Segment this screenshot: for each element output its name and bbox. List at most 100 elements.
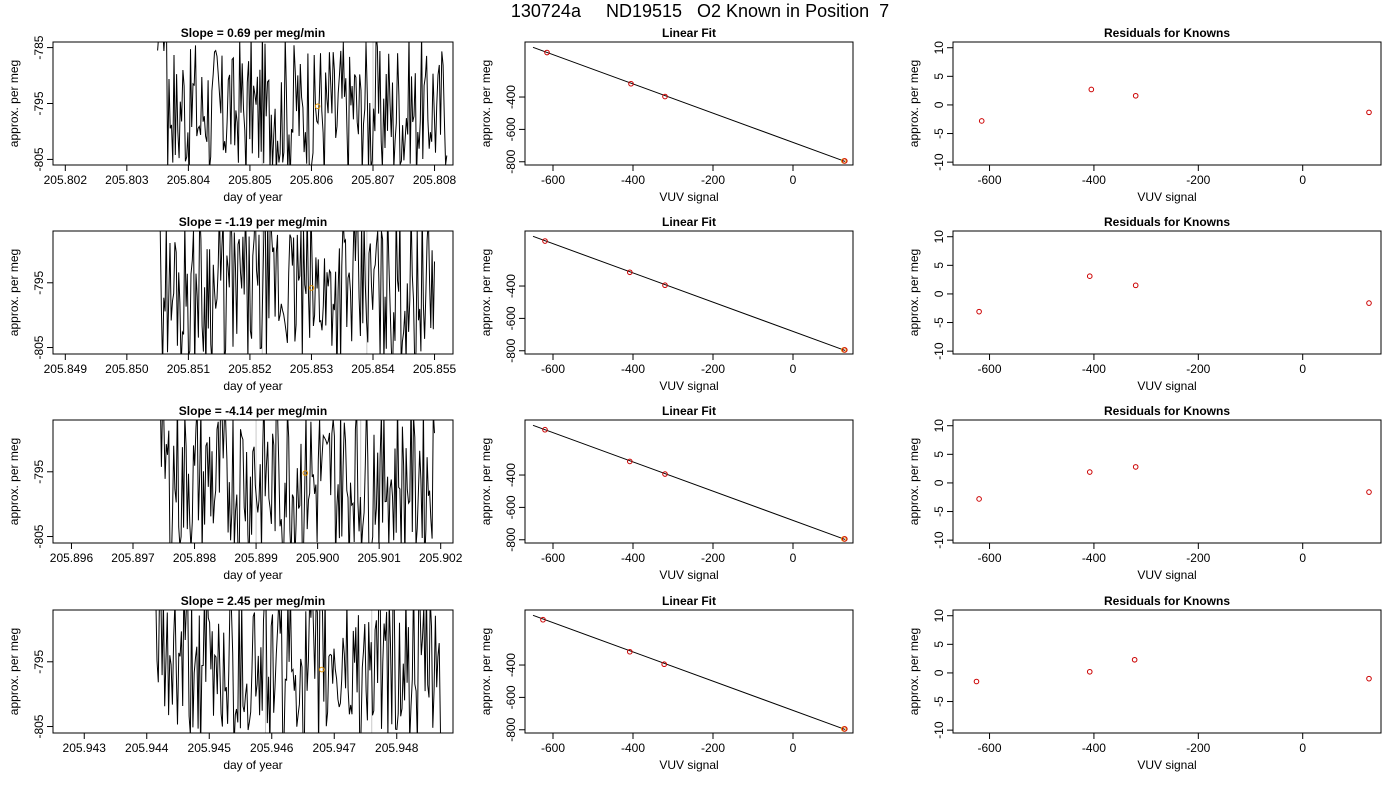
known-point [973, 678, 980, 685]
y-axis-label: approx. per meg [479, 438, 493, 525]
panel-title: Slope = -1.19 per meg/min [179, 215, 327, 229]
plot-area [157, 42, 448, 165]
x-axis-label: VUV signal [1137, 190, 1196, 204]
known-point [662, 282, 668, 289]
panel-4-residuals: Residuals for Knowns -600 -400 -200 0 -10 -5 0 5… [907, 594, 1382, 772]
x-axis-label: VUV signal [1137, 758, 1196, 772]
x-tick-label: 205.898 [173, 551, 217, 565]
x-axis-label: VUV signal [659, 758, 718, 772]
y-axis-label: approx. per meg [7, 249, 21, 336]
panel-title: Residuals for Knowns [1104, 404, 1230, 418]
plot-frame [524, 230, 854, 355]
y-tick-label: 5 [932, 641, 946, 648]
x-tick-label: 205.947 [313, 741, 357, 755]
x-tick-label: 205.900 [296, 551, 340, 565]
plot-area [160, 420, 435, 543]
mean-point [318, 666, 325, 673]
known-point [1132, 464, 1139, 470]
plot-area [532, 424, 848, 542]
x-tick-label: -600 [541, 362, 565, 376]
fit-line [532, 424, 846, 540]
x-tick-label: 205.948 [375, 741, 419, 755]
x-tick-label: -600 [541, 551, 565, 565]
known-point [1086, 273, 1093, 279]
x-tick-label: -200 [1186, 362, 1210, 376]
plot-frame [952, 609, 1382, 734]
y-axis-label: approx. per meg [7, 628, 21, 715]
y-axis-label: approx. per meg [907, 628, 921, 715]
y-axis-label: approx. per meg [907, 60, 921, 147]
y-tick-label: 0 [932, 669, 946, 676]
fit-line [532, 235, 846, 351]
x-tick-label: 0 [790, 551, 797, 565]
y-tick-label: -5 [932, 696, 946, 707]
y-tick-label: -400 [504, 274, 518, 298]
panel-title: Residuals for Knowns [1104, 26, 1230, 40]
x-tick-label: -200 [701, 173, 725, 187]
y-tick-label: -600 [504, 306, 518, 330]
x-axis-label: day of year [223, 758, 282, 772]
plot-frame [952, 230, 1382, 355]
y-tick-label: -5 [932, 128, 946, 139]
known-point [1366, 489, 1372, 495]
y-tick-label: -400 [504, 85, 518, 109]
x-tick-label: 205.808 [413, 173, 457, 187]
known-point [1366, 675, 1372, 682]
x-tick-label: -200 [701, 551, 725, 565]
x-axis-label: VUV signal [659, 379, 718, 393]
x-axis-label: VUV signal [659, 568, 718, 582]
plot-area [978, 86, 1372, 124]
x-tick-label: 205.806 [290, 173, 334, 187]
x-tick-label: 205.805 [228, 173, 272, 187]
plot-frame [52, 41, 454, 166]
y-tick-label: -805 [32, 147, 46, 171]
y-tick-label: 0 [932, 290, 946, 297]
panel-1-residuals: Residuals for Knowns -600 -400 -200 0 -10 -5 0 5… [907, 26, 1382, 204]
known-point [662, 93, 668, 100]
y-axis-label: approx. per meg [479, 60, 493, 147]
panel-2-timeseries: Slope = -1.19 per meg/min 205.849 205.850 2… [7, 215, 457, 393]
x-tick-label: -600 [978, 173, 1002, 187]
x-axis-label: VUV signal [1137, 379, 1196, 393]
known-point [627, 458, 633, 465]
y-tick-label: -795 [32, 270, 46, 294]
known-point [1131, 656, 1138, 663]
x-tick-label: 205.854 [351, 362, 395, 376]
panel-3-residuals: Residuals for Knowns -600 -400 -200 0 -10 -5 0 5… [907, 404, 1382, 582]
y-tick-label: -795 [32, 459, 46, 483]
panel-1-linear-fit: Linear Fit -600 -400 -200 0 -800 -600 -400 VUV s… [479, 26, 854, 204]
known-point [544, 49, 550, 56]
y-tick-label: -800 [504, 527, 518, 551]
y-tick-label: 10 [932, 41, 946, 55]
y-axis-label: approx. per meg [7, 60, 21, 147]
y-tick-label: -400 [504, 653, 518, 677]
x-tick-label: 0 [1299, 362, 1306, 376]
y-tick-label: -805 [32, 524, 46, 548]
x-tick-label: 0 [1299, 741, 1306, 755]
x-tick-label: 205.807 [351, 173, 395, 187]
x-tick-label: 205.944 [125, 741, 169, 755]
y-tick-label: -805 [32, 335, 46, 359]
x-tick-label: -600 [978, 741, 1002, 755]
x-tick-label: -600 [978, 362, 1002, 376]
x-tick-label: 205.851 [167, 362, 211, 376]
plot-frame [952, 419, 1382, 544]
known-point [842, 347, 848, 353]
x-tick-label: -400 [621, 741, 645, 755]
x-tick-label: -400 [621, 551, 645, 565]
panel-title: Slope = 0.69 per meg/min [181, 26, 325, 40]
fit-line [532, 46, 846, 162]
x-axis-label: VUV signal [1137, 568, 1196, 582]
panel-title: Slope = 2.45 per meg/min [181, 594, 325, 608]
known-point [662, 471, 668, 477]
plot-area [973, 656, 1372, 685]
x-axis-label: day of year [223, 568, 282, 582]
y-tick-label: 5 [932, 262, 946, 269]
known-point [627, 269, 633, 276]
y-tick-label: -800 [504, 149, 518, 173]
x-tick-label: 0 [1299, 551, 1306, 565]
x-tick-label: 205.803 [105, 173, 149, 187]
x-tick-label: 205.896 [50, 551, 94, 565]
plot-area [532, 235, 848, 353]
